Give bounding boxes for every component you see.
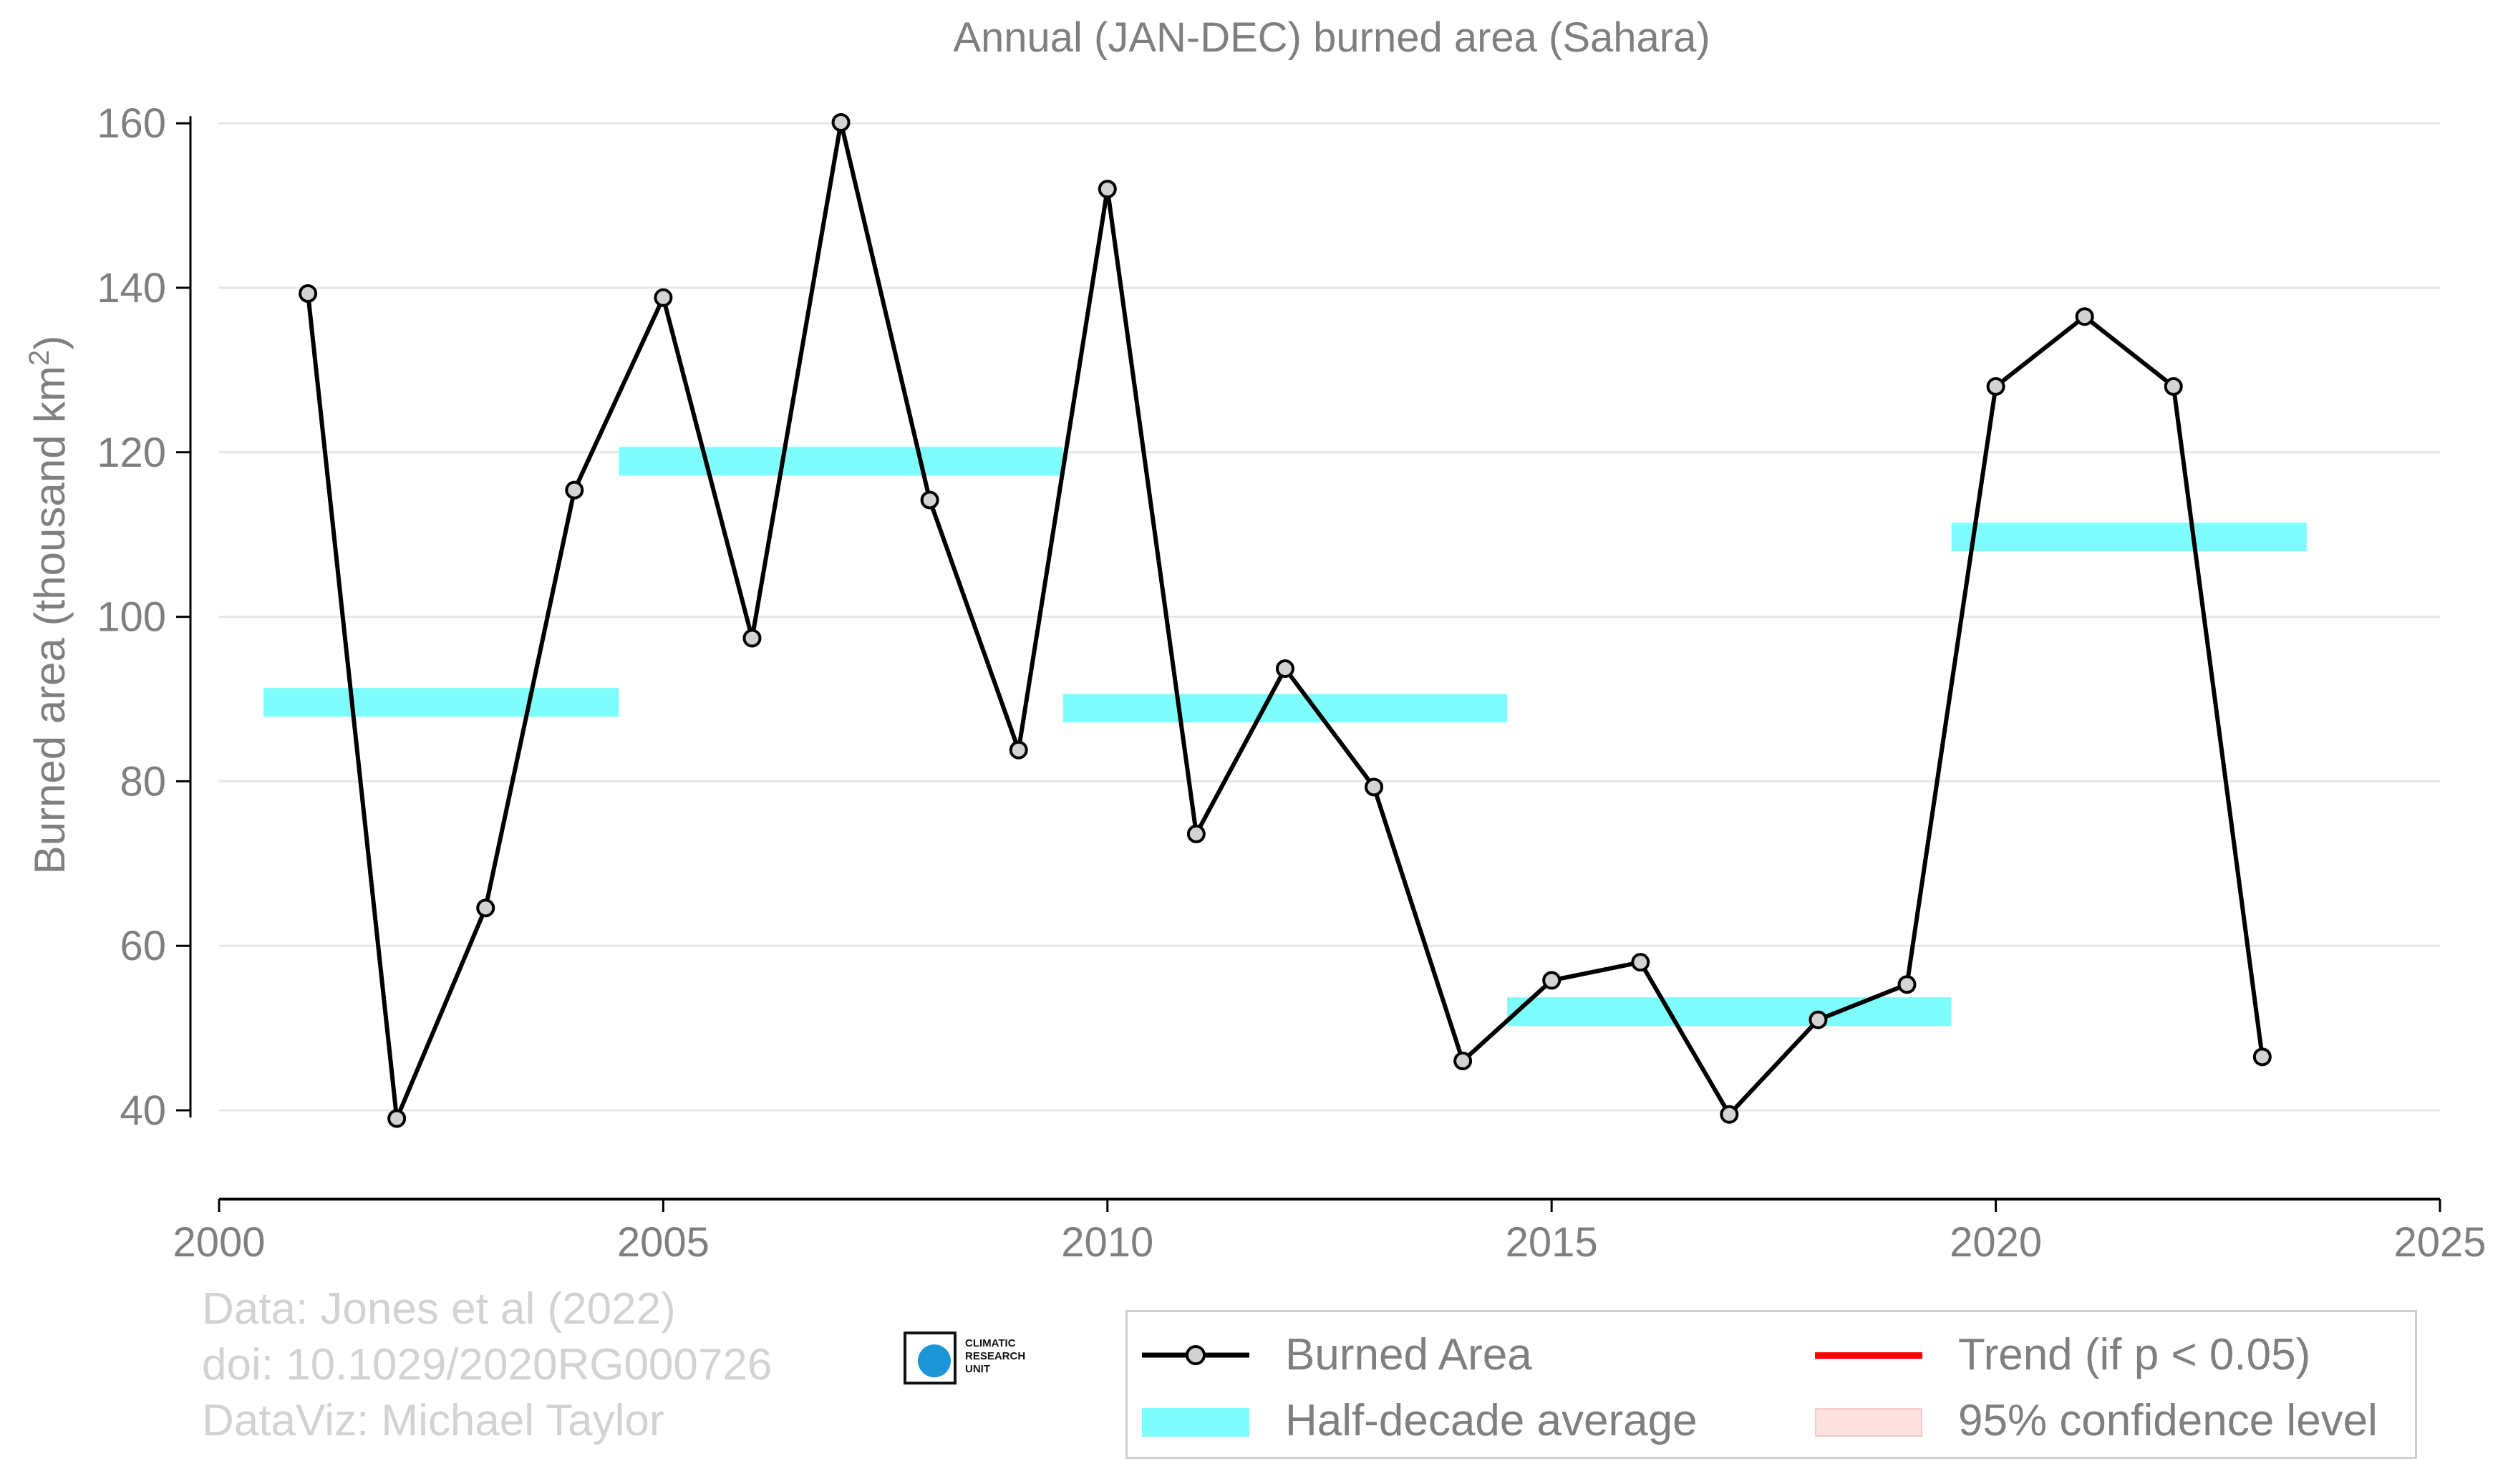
y-tick-label-140: 140 bbox=[97, 265, 166, 311]
y-tick-label-40: 40 bbox=[120, 1087, 166, 1134]
legend-label-trend: Trend (if p < 0.05) bbox=[1958, 1330, 2311, 1379]
data-point-2005 bbox=[654, 288, 673, 307]
legend-swatch-confidence bbox=[1815, 1408, 1922, 1437]
chart-legend: Burned Area Half-decade average Trend (i… bbox=[1125, 1310, 2417, 1459]
data-point-2020 bbox=[1986, 377, 2005, 396]
credit-data-source: Data: Jones et al (2022) bbox=[202, 1284, 676, 1334]
legend-swatch-trend bbox=[1815, 1352, 1922, 1359]
half-decade-band-1 bbox=[263, 688, 619, 717]
logo-line-2: RESEARCH bbox=[965, 1350, 1026, 1362]
data-point-2010 bbox=[1098, 180, 1117, 199]
x-tick-label-2020: 2020 bbox=[1950, 1219, 2042, 1266]
data-point-2006 bbox=[742, 629, 762, 648]
data-credits: Data: Jones et al (2022) doi: 10.1029/20… bbox=[202, 1281, 772, 1449]
credit-doi: doi: 10.1029/2020RG000726 bbox=[202, 1340, 773, 1390]
data-point-2003 bbox=[476, 898, 495, 918]
data-point-2001 bbox=[299, 284, 318, 304]
x-tick-label-2015: 2015 bbox=[1506, 1219, 1598, 1266]
data-point-2021 bbox=[2075, 307, 2094, 326]
data-point-2011 bbox=[1186, 824, 1206, 843]
y-tick-label-100: 100 bbox=[97, 594, 166, 641]
legend-swatch-burned-area bbox=[1142, 1345, 1249, 1365]
credit-dataviz: DataViz: Michael Taylor bbox=[202, 1396, 664, 1445]
data-point-2015 bbox=[1542, 971, 1561, 990]
logo-frame bbox=[904, 1332, 957, 1384]
globe-icon bbox=[918, 1344, 951, 1377]
legend-item-trend: Trend (if p < 0.05) bbox=[1801, 1327, 2416, 1384]
legend-item-half-decade: Half-decade average bbox=[1128, 1392, 1772, 1450]
burned-area-line bbox=[306, 120, 2265, 1121]
half-decade-band-3 bbox=[1062, 694, 1508, 723]
legend-item-confidence: 95% confidence level bbox=[1801, 1392, 2416, 1450]
data-point-2017 bbox=[1720, 1105, 1739, 1124]
data-point-2023 bbox=[2252, 1047, 2272, 1067]
y-tick-label-120: 120 bbox=[97, 430, 166, 476]
legend-label-confidence: 95% confidence level bbox=[1958, 1396, 2378, 1445]
x-tick-label-2025: 2025 bbox=[2393, 1219, 2486, 1266]
logo-text: CLIMATIC RESEARCH UNIT bbox=[965, 1337, 1025, 1376]
data-point-2014 bbox=[1453, 1052, 1473, 1071]
data-point-2016 bbox=[1631, 953, 1650, 972]
legend-label-half-decade: Half-decade average bbox=[1285, 1396, 1698, 1445]
x-tick-label-2000: 2000 bbox=[173, 1219, 265, 1266]
y-tick-label-60: 60 bbox=[120, 923, 166, 969]
x-tick-label-2010: 2010 bbox=[1061, 1219, 1153, 1266]
data-point-2004 bbox=[565, 480, 584, 500]
y-axis-label-close: ) bbox=[26, 336, 74, 350]
data-point-2012 bbox=[1275, 659, 1294, 678]
data-point-2022 bbox=[2164, 377, 2183, 396]
y-tick-label-160: 160 bbox=[97, 100, 166, 147]
y-tick-label-80: 80 bbox=[120, 758, 166, 805]
x-tick-label-2005: 2005 bbox=[617, 1219, 710, 1266]
half-decade-band-4 bbox=[1507, 997, 1952, 1027]
y-axis-label-main: Burned area (thousand km bbox=[26, 366, 74, 874]
legend-label-burned-area: Burned Area bbox=[1285, 1330, 1532, 1379]
data-point-2008 bbox=[920, 490, 939, 510]
y-axis-label-superscript: 2 bbox=[24, 350, 55, 366]
half-decade-bands bbox=[263, 447, 2307, 1027]
logo-line-1: CLIMATIC bbox=[965, 1337, 1016, 1349]
half-decade-band-2 bbox=[619, 447, 1063, 476]
data-point-2019 bbox=[1897, 975, 1917, 994]
gridlines bbox=[219, 122, 2440, 1112]
legend-swatch-half-decade bbox=[1142, 1408, 1249, 1437]
axes: 40 60 80 100 120 140 160 2000 2005 2010 2015 2020 20… bbox=[97, 100, 2486, 1266]
chart-title: Annual (JAN-DEC) burned area (Sahara) bbox=[953, 14, 1710, 61]
y-axis-label: Burned area (thousand km2) bbox=[24, 336, 74, 875]
legend-item-burned-area: Burned Area bbox=[1128, 1327, 1772, 1384]
data-point-2002 bbox=[387, 1109, 407, 1128]
cru-logo: CLIMATIC RESEARCH UNIT bbox=[904, 1332, 1047, 1389]
data-point-2007 bbox=[831, 113, 851, 132]
logo-line-3: UNIT bbox=[965, 1363, 990, 1375]
half-decade-band-5 bbox=[1951, 523, 2307, 552]
data-point-2013 bbox=[1365, 777, 1384, 797]
data-point-2009 bbox=[1009, 740, 1028, 760]
data-point-2018 bbox=[1809, 1010, 1828, 1029]
burned-area-series bbox=[299, 113, 2272, 1128]
